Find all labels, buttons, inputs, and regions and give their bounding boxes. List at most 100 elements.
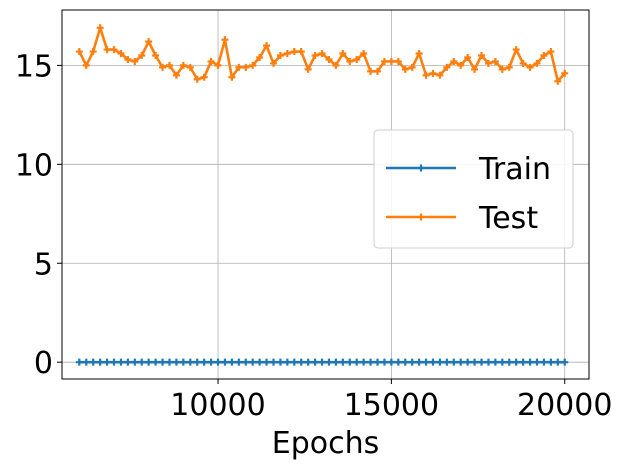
data-point [186, 358, 194, 366]
series-test [75, 24, 569, 85]
data-point [186, 63, 194, 71]
data-point [478, 358, 486, 366]
data-point [491, 358, 499, 366]
data-point [498, 358, 506, 366]
data-point [464, 358, 472, 366]
data-point [131, 358, 139, 366]
data-point [152, 52, 160, 60]
data-point [533, 358, 541, 366]
legend: Train Test [373, 129, 574, 249]
data-point [242, 63, 250, 71]
data-point [283, 358, 291, 366]
data-point [339, 50, 347, 58]
data-point [401, 358, 409, 366]
data-point [547, 48, 555, 56]
legend-label: Train [478, 152, 551, 187]
axis-ticks: 10000 15000 20000 0 5 10 15 [15, 49, 613, 423]
data-point [505, 358, 513, 366]
data-point [221, 36, 229, 44]
data-point [117, 358, 125, 366]
data-point [152, 358, 160, 366]
data-point [429, 358, 437, 366]
data-point [443, 63, 451, 71]
data-point [311, 358, 319, 366]
data-point [82, 358, 90, 366]
data-point [554, 77, 562, 85]
data-point [228, 358, 236, 366]
data-point [374, 67, 382, 75]
data-point [332, 61, 340, 69]
data-point [436, 358, 444, 366]
data-point [165, 61, 173, 69]
data-point [249, 61, 257, 69]
data-point [75, 358, 83, 366]
data-point [394, 57, 402, 65]
x-tick-label: 20000 [517, 388, 612, 423]
data-point [422, 358, 430, 366]
x-tick-label: 10000 [170, 388, 265, 423]
data-point [540, 358, 548, 366]
data-point [512, 46, 520, 54]
data-point [554, 358, 562, 366]
data-point [159, 63, 167, 71]
data-point [401, 65, 409, 73]
data-point [249, 358, 257, 366]
data-point [75, 48, 83, 56]
data-point [124, 358, 132, 366]
data-point [235, 358, 243, 366]
data-point [269, 59, 277, 67]
data-point [415, 50, 423, 58]
data-point [533, 59, 541, 67]
legend-marker [417, 213, 425, 221]
legend-box [373, 129, 574, 249]
data-point [450, 358, 458, 366]
data-point [353, 55, 361, 63]
data-point [561, 69, 569, 77]
data-point [89, 48, 97, 56]
data-point [290, 358, 298, 366]
data-point [519, 59, 527, 67]
data-point [297, 48, 305, 56]
data-point [394, 358, 402, 366]
data-point [450, 57, 458, 65]
data-point [526, 358, 534, 366]
data-point [165, 358, 173, 366]
y-tick-label: 10 [15, 148, 53, 183]
data-point [276, 358, 284, 366]
data-point [380, 358, 388, 366]
data-point [346, 57, 354, 65]
data-point [325, 358, 333, 366]
data-point [221, 358, 229, 366]
data-point [498, 65, 506, 73]
y-tick-label: 5 [34, 247, 53, 282]
data-point [256, 53, 264, 61]
data-point [96, 358, 104, 366]
data-point [429, 69, 437, 77]
data-point [172, 71, 180, 79]
data-point [124, 55, 132, 63]
data-point [491, 57, 499, 65]
data-point [484, 358, 492, 366]
data-point [505, 63, 513, 71]
plot-frame [61, 9, 590, 380]
data-point [367, 358, 375, 366]
legend-label: Test [478, 201, 538, 236]
data-point [540, 52, 548, 60]
data-point [103, 358, 111, 366]
x-axis-title: Epochs [272, 426, 380, 461]
data-point [256, 358, 264, 366]
data-point [283, 50, 291, 58]
data-point [478, 52, 486, 60]
data-point [360, 50, 368, 58]
series-group [75, 24, 569, 366]
data-point [159, 358, 167, 366]
y-tick-label: 15 [15, 49, 53, 84]
data-point [145, 358, 153, 366]
legend-item-train: Train [386, 152, 551, 187]
data-point [207, 358, 215, 366]
data-point [145, 38, 153, 46]
data-point [318, 50, 326, 58]
data-point [374, 358, 382, 366]
data-point [547, 358, 555, 366]
data-point [353, 358, 361, 366]
